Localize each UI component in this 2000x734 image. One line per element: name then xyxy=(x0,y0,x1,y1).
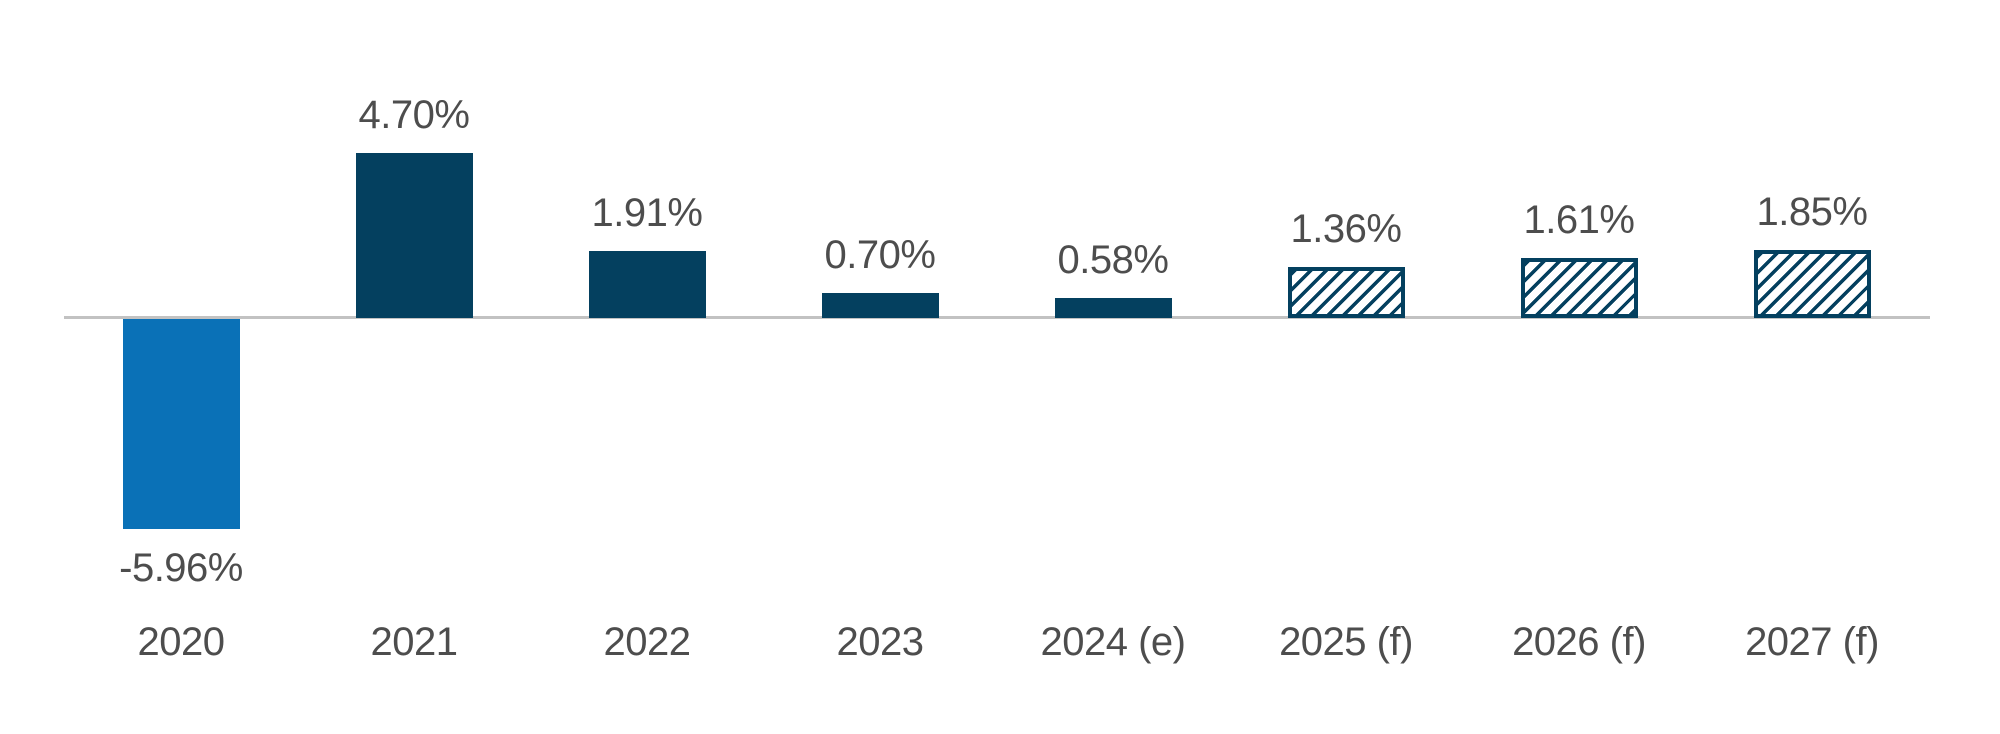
value-label: 1.91% xyxy=(591,190,703,235)
value-label: -5.96% xyxy=(119,545,243,590)
axis-label: 2020 xyxy=(137,620,225,664)
value-label: 4.70% xyxy=(358,92,470,137)
axis-label: 2023 xyxy=(836,620,924,664)
bar-2021 xyxy=(355,152,473,318)
axis-label: 2022 xyxy=(603,620,691,664)
bar-2024-e xyxy=(1054,297,1172,318)
bar-2023 xyxy=(821,293,939,318)
axis-label: 2026 (f) xyxy=(1512,620,1646,664)
value-label: 1.61% xyxy=(1523,198,1635,243)
value-label: 0.70% xyxy=(824,233,936,278)
bar-2027-f xyxy=(1753,249,1871,318)
axis-label: 2024 (e) xyxy=(1040,620,1186,664)
axis-label: 2025 (f) xyxy=(1279,620,1413,664)
value-label: 1.36% xyxy=(1290,207,1402,252)
x-axis-line xyxy=(64,316,1930,319)
bar-2022 xyxy=(588,250,706,318)
bar-2025-f xyxy=(1287,267,1405,318)
axis-label: 2021 xyxy=(370,620,458,664)
axis-label: 2027 (f) xyxy=(1745,620,1879,664)
bar-2026-f xyxy=(1520,258,1638,318)
value-label: 0.58% xyxy=(1057,237,1169,282)
bar-2020 xyxy=(122,319,240,529)
value-label: 1.85% xyxy=(1756,189,1868,234)
